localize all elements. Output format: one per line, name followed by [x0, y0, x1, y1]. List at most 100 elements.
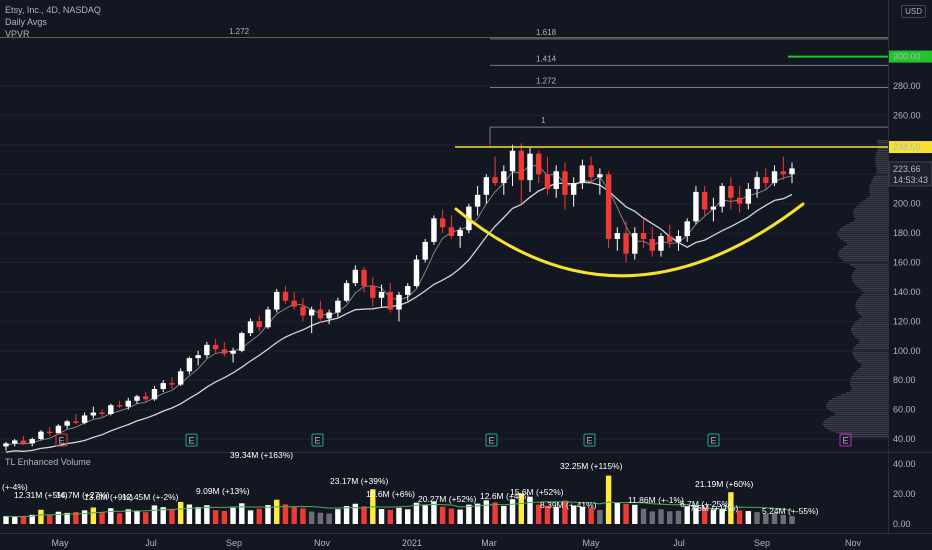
- price-tick-label: 140.00: [893, 287, 921, 297]
- candle-body: [20, 440, 27, 444]
- volume-bar: [108, 508, 114, 524]
- fibonacci-extension[interactable]: 1.618 1.414 1.272 1 1.272: [0, 27, 888, 148]
- resistance-price-label-bg: [889, 141, 932, 154]
- volume-bar: [527, 496, 533, 524]
- volume-bar: [326, 513, 332, 524]
- volume-profile-row: [846, 224, 888, 226]
- volume-bar: [693, 505, 699, 524]
- volume-profile-row: [858, 368, 888, 370]
- volume-bar: [317, 512, 324, 524]
- earnings-marker-label: E: [489, 436, 495, 446]
- volume-profile-row: [847, 244, 888, 246]
- volume-tick-label: 0.00: [893, 519, 911, 529]
- resistance-line[interactable]: [455, 55, 888, 148]
- candle-body: [239, 333, 245, 351]
- candle-body: [684, 221, 690, 237]
- time-axis[interactable]: May Jul Sep Nov 2021 Mar May Jul Sep Nov: [51, 538, 861, 548]
- volume-bar: [632, 504, 638, 524]
- volume-bar: [474, 503, 481, 524]
- volume-label: 5.24M (+-55%): [762, 506, 819, 516]
- price-tick-label: 40.00: [893, 434, 916, 444]
- candlestick-series[interactable]: [3, 143, 795, 451]
- price-tick-label: 80.00: [893, 375, 916, 385]
- volume-label: 6.7M (+-25%): [680, 499, 732, 509]
- volume-bars[interactable]: 40.00 20.00 0.00: [3, 459, 916, 529]
- indicator-daily-avgs[interactable]: Daily Avgs: [5, 17, 47, 27]
- volume-bar: [212, 510, 219, 524]
- earnings-marker: [839, 433, 852, 447]
- volume-profile-row: [853, 214, 888, 216]
- candle-body: [536, 153, 542, 175]
- volume-profile-row: [859, 318, 888, 320]
- volume-profile-row: [858, 298, 888, 300]
- volume-profile-row: [826, 418, 888, 420]
- volume-bar: [789, 516, 795, 524]
- volume-profile-row: [870, 182, 888, 184]
- volume-indicator-title[interactable]: TL Enhanced Volume: [5, 457, 91, 467]
- candle-body: [614, 233, 621, 239]
- volume-bar: [405, 509, 411, 524]
- cup-pattern-drawing[interactable]: [454, 202, 805, 278]
- candle-body: [177, 371, 184, 385]
- volume-profile-row: [823, 420, 888, 422]
- volume-bar: [195, 507, 201, 524]
- volume-profile-row: [859, 362, 888, 364]
- candle-body: [186, 358, 193, 372]
- candle-body: [108, 405, 114, 414]
- volume-tick-label: 40.00: [893, 459, 916, 469]
- volume-bar: [387, 509, 393, 524]
- volume-profile-row: [863, 200, 888, 202]
- volume-profile: [822, 140, 888, 438]
- candle-body: [457, 230, 463, 237]
- currency-badge[interactable]: USD: [901, 5, 926, 18]
- price-tick-label: 280.00: [893, 81, 921, 91]
- price-tick-label: 200.00: [893, 199, 921, 209]
- volume-profile-row: [854, 372, 888, 374]
- volume-profile-row: [859, 314, 888, 316]
- candle-body: [474, 194, 481, 207]
- candle-body: [439, 218, 446, 228]
- volume-profile-row: [849, 222, 888, 224]
- volume-bar: [605, 475, 612, 524]
- volume-profile-row: [825, 404, 888, 406]
- candle-body: [352, 269, 359, 284]
- volume-bar: [151, 505, 158, 524]
- volume-profile-row: [834, 414, 888, 416]
- candle-body: [317, 309, 324, 319]
- earnings-marker-label: E: [189, 436, 195, 446]
- volume-profile-row: [852, 272, 888, 274]
- time-tick-label: Sep: [226, 538, 242, 548]
- volume-profile-row: [869, 186, 888, 188]
- volume-profile-row: [859, 296, 888, 298]
- symbol-title[interactable]: Etsy, Inc., 4D, NASDAQ: [5, 5, 101, 15]
- candle-body: [780, 171, 786, 175]
- volume-profile-row: [827, 408, 888, 410]
- price-tick-label: 100.00: [893, 346, 921, 356]
- candle-body: [256, 321, 262, 328]
- volume-profile-row: [851, 332, 888, 334]
- price-axis[interactable]: 40.00 60.00 80.00 100.00 120.00 140.00 160.00 1…: [0, 81, 921, 444]
- volume-bar: [536, 504, 542, 524]
- volume-profile-row: [845, 392, 888, 394]
- volume-bar: [649, 511, 655, 524]
- earnings-marker-label: E: [587, 436, 593, 446]
- volume-profile-row: [875, 164, 888, 166]
- indicator-vpvr[interactable]: VPVR: [5, 29, 30, 39]
- candle-body: [3, 443, 9, 447]
- volume-profile-row: [852, 374, 888, 376]
- candle-body: [719, 186, 725, 207]
- volume-profile-row: [860, 202, 888, 204]
- volume-profile-row: [850, 390, 888, 392]
- volume-profile-row: [857, 286, 888, 288]
- volume-profile-row: [849, 264, 888, 266]
- candle-body: [745, 188, 752, 204]
- volume-bar: [570, 505, 577, 524]
- volume-label: 8.39M (+-41%): [540, 500, 597, 510]
- volume-profile-row: [855, 306, 888, 308]
- time-tick-label: Nov: [845, 538, 862, 548]
- candle-body: [169, 383, 175, 385]
- volume-label: 21.19M (+60%): [695, 479, 754, 489]
- volume-bar: [308, 511, 315, 524]
